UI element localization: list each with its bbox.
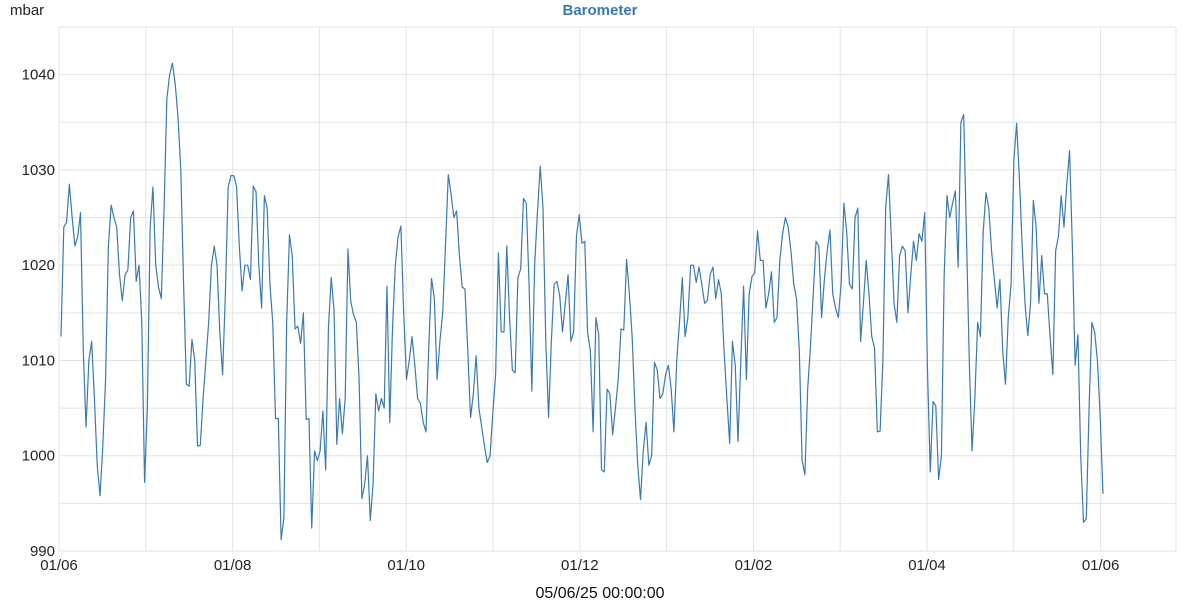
x-tick-label: 01/06 [1082,557,1120,574]
x-tick-label: 01/12 [561,557,599,574]
x-tick-label: 01/04 [908,557,946,574]
x-tick-label: 01/08 [214,557,252,574]
timestamp-label: 05/06/25 00:00:00 [535,585,664,600]
y-tick-label: 1040 [22,67,55,84]
y-tick-label: 1000 [22,448,55,465]
x-tick-label: 01/02 [735,557,773,574]
x-tick-label: 01/06 [40,557,78,574]
y-tick-label: 990 [30,543,55,560]
y-axis-unit-label: mbar [10,2,44,19]
chart-grid [58,26,1177,552]
x-tick-label: 01/10 [387,557,425,574]
chart-title: Barometer [562,2,637,19]
pressure-series-line [60,62,1104,541]
y-tick-label: 1010 [22,352,55,369]
chart-series [60,62,1104,541]
y-tick-label: 1030 [22,162,55,179]
y-tick-label: 1020 [22,257,55,274]
axis-ticks: 990 1000 1010 1020 1030 1040 01/06 01/08 01/10 01… [22,67,1120,574]
